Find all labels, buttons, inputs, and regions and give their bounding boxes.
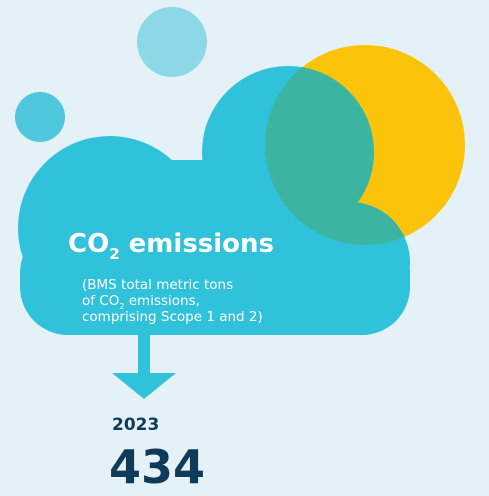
page: {"title": {"main": "CO", "sub": "2", "re… — [0, 0, 489, 496]
title: CO2 emissions — [68, 229, 274, 263]
description: comprising Scope 1 and 2) — [82, 309, 263, 325]
description: (BMS total metric tons — [82, 277, 233, 293]
title-text: CO — [68, 229, 109, 259]
value: 434 — [109, 440, 205, 494]
description-text: of CO — [82, 293, 119, 309]
title-subscript: 2 — [109, 245, 119, 263]
year: 2023 — [112, 415, 159, 435]
title-text: emissions — [120, 229, 274, 259]
arrow-head — [112, 373, 176, 399]
description-text: emissions, — [124, 293, 199, 309]
infographic: CO2 emissions (BMS total metric tons of … — [0, 0, 489, 496]
bubble — [15, 92, 65, 142]
bubble — [137, 7, 207, 77]
arrow-stem — [138, 335, 150, 375]
